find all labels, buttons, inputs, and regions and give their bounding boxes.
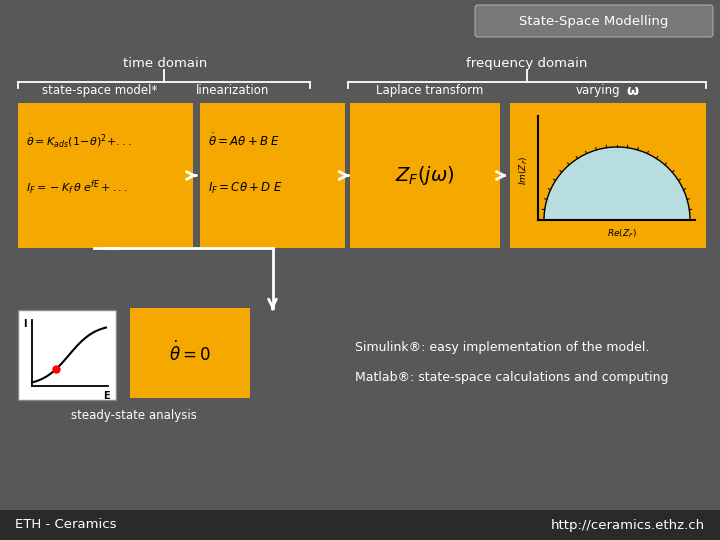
Text: steady-state analysis: steady-state analysis [71, 409, 197, 422]
Text: http://ceramics.ethz.ch: http://ceramics.ethz.ch [551, 518, 705, 531]
Text: $I_F = -K_f\,\theta\;e^{fE} + ...$: $I_F = -K_f\,\theta\;e^{fE} + ...$ [26, 179, 128, 197]
FancyBboxPatch shape [18, 310, 116, 400]
FancyBboxPatch shape [130, 308, 250, 398]
Text: $\dot{\theta} = A\theta + B\;E$: $\dot{\theta} = A\theta + B\;E$ [208, 133, 280, 149]
Text: state-space model*: state-space model* [42, 84, 158, 97]
Text: time domain: time domain [123, 57, 207, 70]
Text: $Im(Z_F)$: $Im(Z_F)$ [518, 156, 530, 185]
Text: Simulink®: easy implementation of the model.: Simulink®: easy implementation of the mo… [355, 341, 649, 354]
Text: $Z_F(j\omega)$: $Z_F(j\omega)$ [395, 164, 455, 187]
Polygon shape [544, 147, 690, 220]
Text: $\mathbf{\omega}$: $\mathbf{\omega}$ [626, 84, 640, 98]
Text: ETH - Ceramics: ETH - Ceramics [15, 518, 117, 531]
Text: $\dot{\theta} = 0$: $\dot{\theta} = 0$ [169, 341, 211, 365]
FancyBboxPatch shape [18, 103, 193, 248]
Text: Laplace transform: Laplace transform [377, 84, 484, 97]
Text: frequency domain: frequency domain [467, 57, 588, 70]
Text: I: I [23, 319, 27, 329]
FancyBboxPatch shape [475, 5, 713, 37]
Text: Matlab®: state-space calculations and computing: Matlab®: state-space calculations and co… [355, 372, 668, 384]
FancyBboxPatch shape [510, 103, 706, 248]
Text: State-Space Modelling: State-Space Modelling [519, 15, 669, 28]
Text: linearization: linearization [197, 84, 270, 97]
Text: $Re(Z_F)$: $Re(Z_F)$ [607, 228, 637, 240]
Text: varying: varying [576, 84, 621, 97]
FancyBboxPatch shape [350, 103, 500, 248]
FancyBboxPatch shape [0, 510, 720, 540]
Text: $\dot{\theta} = K_{ads}(1\!-\!\theta)^2\! +\!...$: $\dot{\theta} = K_{ads}(1\!-\!\theta)^2\… [26, 132, 132, 150]
Text: E: E [103, 391, 109, 401]
FancyBboxPatch shape [200, 103, 345, 248]
Text: $I_F = C\theta + D\;E$: $I_F = C\theta + D\;E$ [208, 180, 282, 195]
